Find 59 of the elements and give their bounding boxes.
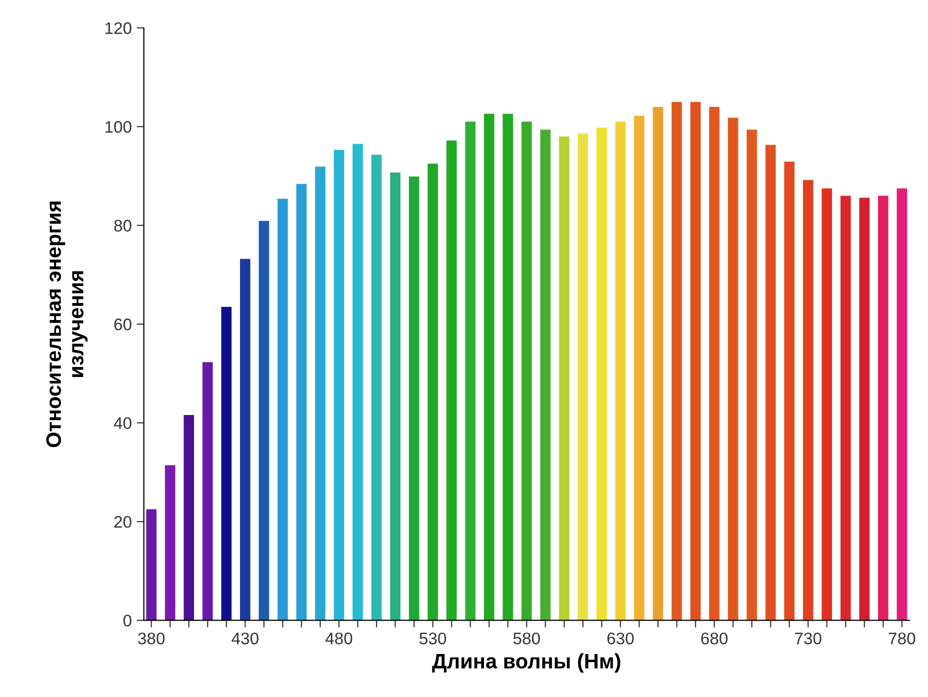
bar xyxy=(840,196,851,620)
bar xyxy=(559,136,570,620)
bar xyxy=(408,176,420,620)
y-tick-label: 0 xyxy=(123,614,132,627)
bar xyxy=(690,102,701,620)
bar xyxy=(390,172,400,620)
x-tick-label: 530 xyxy=(420,632,446,644)
bar xyxy=(278,198,288,620)
x-tick-label: 680 xyxy=(701,632,728,644)
x-tick-label: 480 xyxy=(325,632,352,644)
bar xyxy=(540,130,551,620)
y-tick-label: 100 xyxy=(106,121,132,133)
bar xyxy=(878,196,888,620)
bar xyxy=(146,509,157,620)
bar xyxy=(465,122,476,620)
bar xyxy=(672,102,682,620)
bar xyxy=(502,114,514,620)
bar xyxy=(296,184,307,620)
y-tick-label: 40 xyxy=(114,417,132,430)
x-tick-label: 430 xyxy=(232,632,258,644)
x-tick-label: 380 xyxy=(138,632,165,644)
bar xyxy=(484,114,494,620)
x-tick-label: 730 xyxy=(795,632,822,644)
y-tick-label: 20 xyxy=(114,516,132,528)
bar xyxy=(596,128,607,620)
x-tick-label: 630 xyxy=(607,632,634,644)
bar xyxy=(709,106,720,620)
bar xyxy=(652,106,664,620)
bar xyxy=(428,164,438,620)
bar xyxy=(258,220,270,620)
bar xyxy=(352,144,363,620)
bar xyxy=(728,118,738,620)
bar xyxy=(202,362,213,620)
y-tick-label: 80 xyxy=(114,220,132,232)
y-axis-title: Относительная энергия излучения xyxy=(46,202,88,448)
bar xyxy=(221,306,232,620)
bar xyxy=(446,140,457,620)
bar xyxy=(802,180,814,620)
bar xyxy=(240,258,250,620)
y-tick-label: 60 xyxy=(114,318,132,330)
bar xyxy=(896,188,908,620)
x-tick-label: 780 xyxy=(888,632,916,644)
x-tick-label: 580 xyxy=(513,632,540,644)
bar xyxy=(859,198,870,620)
bar xyxy=(164,465,176,620)
x-axis-title: Длина волны (Нм) xyxy=(432,653,620,673)
bar xyxy=(765,144,776,620)
bar xyxy=(822,188,832,620)
y-tick-label: 120 xyxy=(106,22,132,34)
bar xyxy=(371,154,382,620)
bar xyxy=(315,166,326,620)
bar xyxy=(334,150,344,620)
bar xyxy=(521,122,532,620)
bar xyxy=(184,414,194,620)
bar xyxy=(634,116,644,620)
bar xyxy=(615,122,626,620)
bar xyxy=(784,162,795,620)
bar xyxy=(746,130,757,620)
bar xyxy=(578,134,588,620)
